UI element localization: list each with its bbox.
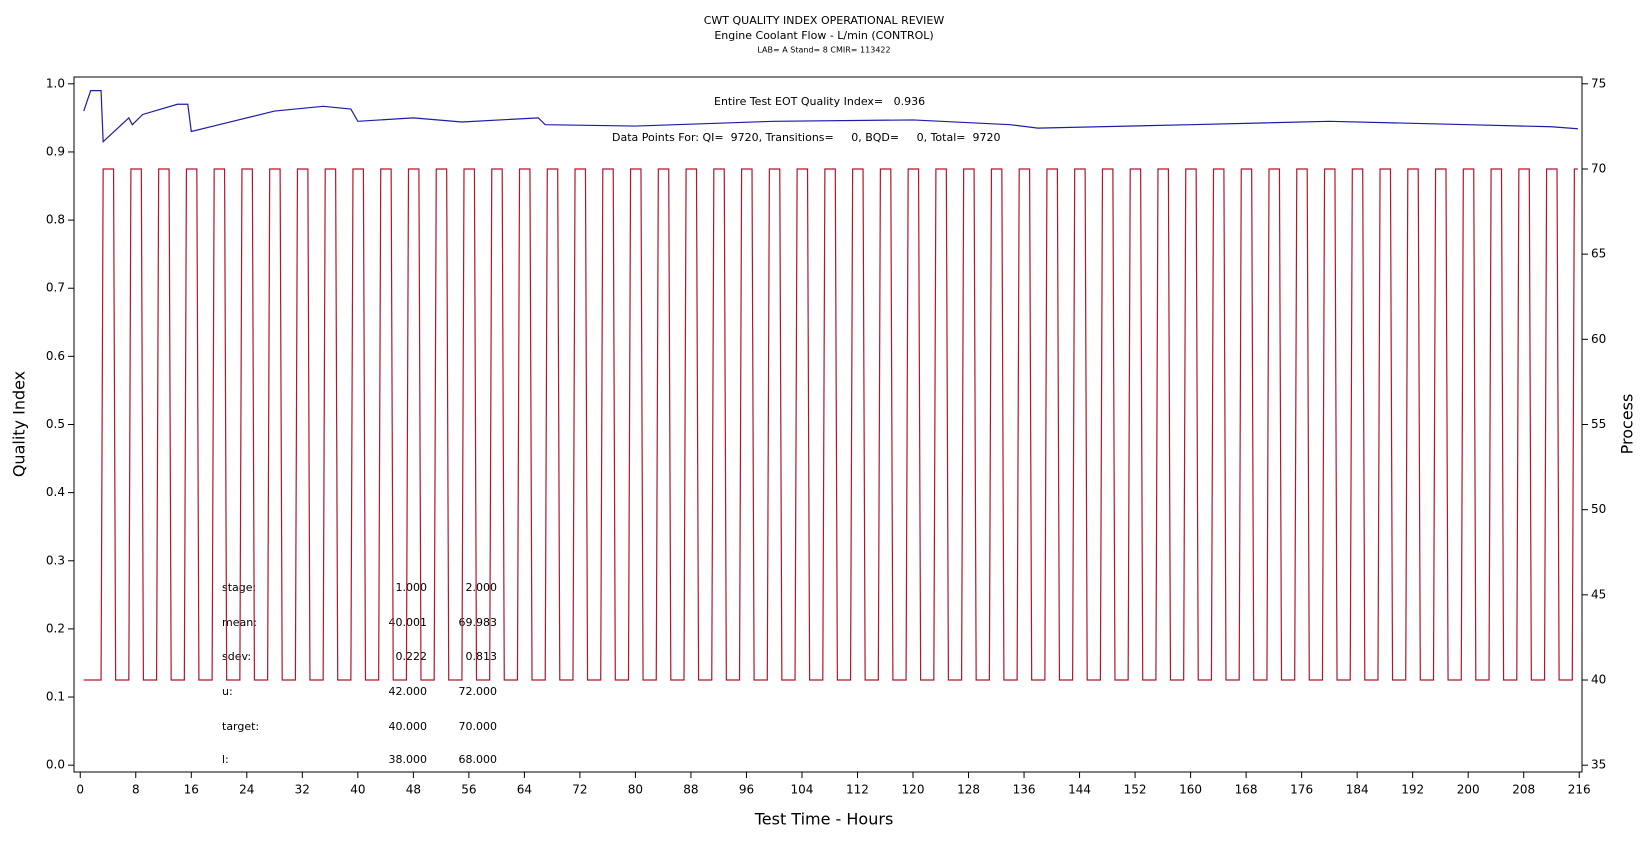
stats-value: 70.000: [459, 720, 498, 733]
x-tick-label: 32: [295, 783, 310, 797]
x-tick-label: 48: [406, 783, 421, 797]
x-tick-label: 192: [1401, 783, 1424, 797]
stats-label: stage:: [222, 581, 256, 594]
x-tick-label: 0: [76, 783, 84, 797]
stats-value: 72.000: [459, 685, 498, 698]
x-tick-label: 128: [957, 783, 980, 797]
stats-label: mean:: [222, 616, 257, 629]
y-tick-label: 0.7: [46, 281, 65, 295]
stats-label: l:: [222, 753, 229, 766]
stats-value: 1.000: [396, 581, 428, 594]
x-tick-label: 144: [1068, 783, 1091, 797]
data-line: [83, 168, 1578, 681]
y-tick-label: 0.0: [46, 758, 65, 772]
y2-tick-label: 65: [1591, 247, 1606, 261]
stats-value: 68.000: [459, 753, 498, 766]
y-tick-label: 0.8: [46, 213, 65, 227]
x-tick-label: 176: [1290, 783, 1313, 797]
x-tick-label: 208: [1512, 783, 1535, 797]
stats-value: 40.000: [389, 720, 428, 733]
plot-frame: [73, 76, 1583, 773]
chart-caption: LAB= A Stand= 8 CMIR= 113422: [757, 46, 890, 55]
stats-label: sdev:: [222, 650, 251, 663]
y-tick-label: 1.0: [46, 76, 65, 90]
x-tick-label: 112: [846, 783, 869, 797]
x-tick-label: 216: [1568, 783, 1591, 797]
x-tick-label: 72: [572, 783, 587, 797]
x-tick-label: 40: [350, 783, 365, 797]
y2-tick-label: 75: [1591, 76, 1606, 90]
x-axis-title: Test Time - Hours: [754, 810, 894, 829]
data-line: [83, 90, 1578, 144]
x-tick-label: 80: [628, 783, 643, 797]
y2-tick-label: 45: [1591, 587, 1606, 601]
y2-tick-label: 70: [1591, 161, 1606, 175]
stats-value: 0.222: [396, 650, 428, 663]
y2-tick-label: 50: [1591, 502, 1606, 516]
y-tick-label: 0.2: [46, 621, 65, 635]
x-tick-label: 24: [239, 783, 254, 797]
stats-label: u:: [222, 685, 233, 698]
x-tick-label: 136: [1013, 783, 1036, 797]
stats-value: 2.000: [466, 581, 498, 594]
y-tick-label: 0.9: [46, 144, 65, 158]
y2-tick-label: 35: [1591, 758, 1606, 772]
y2-tick-label: 60: [1591, 332, 1606, 346]
x-tick-label: 160: [1179, 783, 1202, 797]
chart-title: CWT QUALITY INDEX OPERATIONAL REVIEW: [704, 14, 945, 27]
x-tick-label: 184: [1346, 783, 1369, 797]
x-tick-label: 56: [461, 783, 476, 797]
y-tick-label: 0.1: [46, 690, 65, 704]
annotation: Data Points For: QI= 9720, Transitions= …: [612, 131, 1000, 144]
x-tick-label: 88: [683, 783, 698, 797]
y-tick-label: 0.4: [46, 485, 65, 499]
x-tick-label: 16: [184, 783, 199, 797]
x-tick-label: 120: [902, 783, 925, 797]
y2-tick-label: 40: [1591, 673, 1606, 687]
y2-axis-title: Process: [1618, 394, 1637, 455]
x-tick-label: 152: [1124, 783, 1147, 797]
y2-tick-label: 55: [1591, 417, 1606, 431]
y-axis-title: Quality Index: [10, 371, 29, 477]
y-tick-label: 0.5: [46, 417, 65, 431]
stats-value: 40.001: [389, 616, 428, 629]
stats-value: 42.000: [389, 685, 428, 698]
x-tick-label: 104: [791, 783, 814, 797]
stats-value: 0.813: [466, 650, 498, 663]
stats-value: 38.000: [389, 753, 428, 766]
x-tick-label: 96: [739, 783, 754, 797]
x-tick-label: 168: [1235, 783, 1258, 797]
annotation: Entire Test EOT Quality Index= 0.936: [714, 95, 925, 108]
x-tick-label: 64: [517, 783, 532, 797]
chart-subtitle: Engine Coolant Flow - L/min (CONTROL): [714, 29, 933, 42]
x-tick-label: 8: [132, 783, 140, 797]
y-tick-label: 0.3: [46, 553, 65, 567]
stats-value: 69.983: [459, 616, 498, 629]
y-tick-label: 0.6: [46, 349, 65, 363]
x-tick-label: 200: [1457, 783, 1480, 797]
stats-label: target:: [222, 720, 259, 733]
